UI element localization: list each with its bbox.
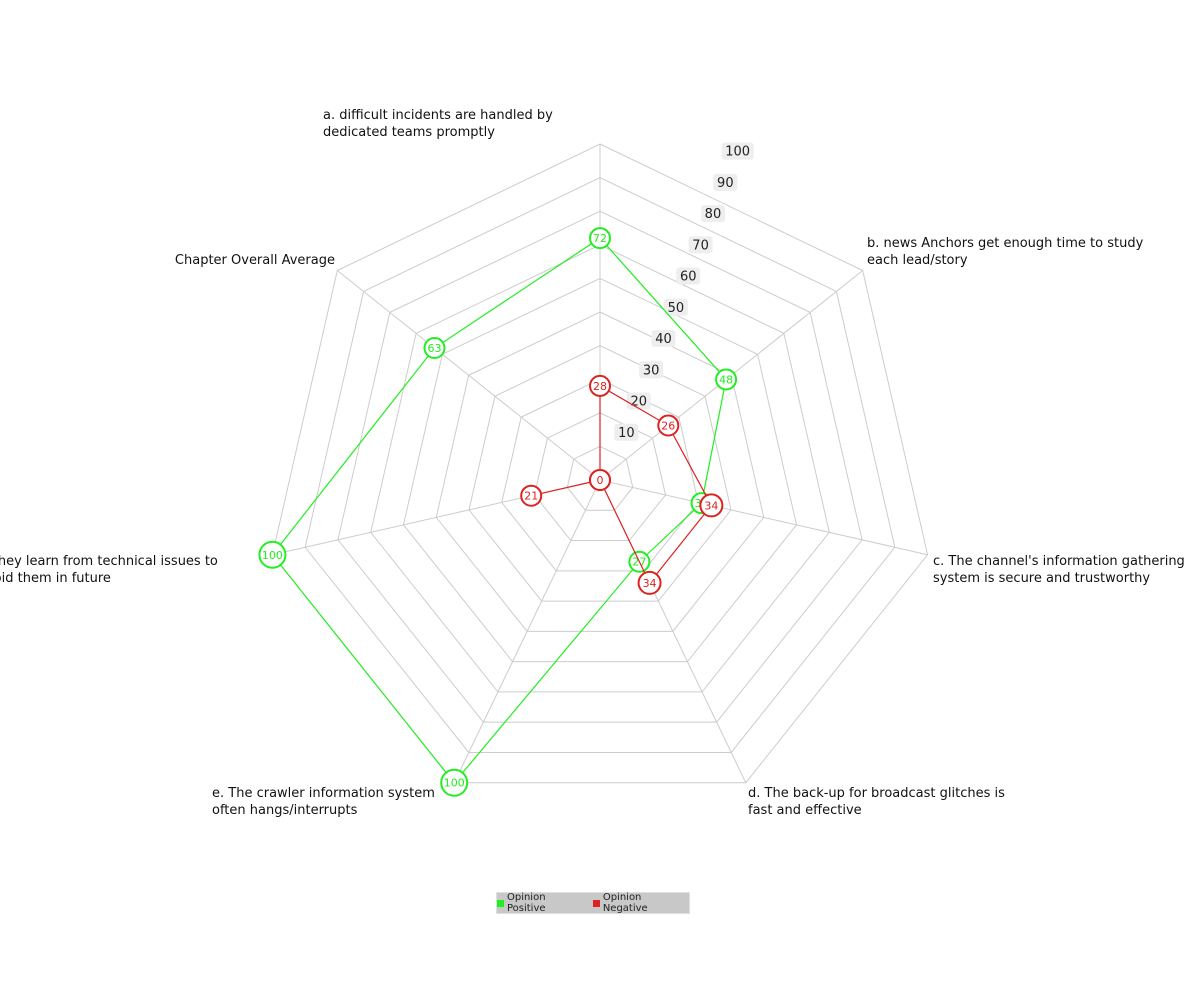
legend-swatch-positive xyxy=(497,899,504,907)
point-1-1 xyxy=(657,414,680,437)
data-label-1-0: 28 xyxy=(593,380,607,393)
grid-ring-30 xyxy=(501,378,699,572)
data-label-0-0: 72 xyxy=(593,232,607,245)
axis-label-1: b. news Anchors get enough time to study… xyxy=(867,236,1144,268)
point-1-0 xyxy=(589,374,611,397)
tick-label-30: 30 xyxy=(643,363,660,378)
spoke-2 xyxy=(599,479,928,556)
legend-swatch-negative xyxy=(592,899,600,907)
tick-label-50: 50 xyxy=(668,301,685,316)
tick-labels: 10 20 30 40 50 60 70 80 90 100 xyxy=(614,142,754,441)
data-label-1-5: 21 xyxy=(524,490,538,503)
legend-label-positive: Opinion Positive xyxy=(506,892,546,914)
tick-bg-70 xyxy=(688,236,713,254)
legend: Opinion Positive Opinion Negative xyxy=(496,892,690,914)
data-label-1-1: 26 xyxy=(661,420,675,433)
series-1: 282634340210 xyxy=(520,374,724,595)
grid-ring-70 xyxy=(370,244,830,693)
point-1-3 xyxy=(637,570,662,595)
tick-label-70: 70 xyxy=(692,238,709,253)
data-label-0-4: 100 xyxy=(444,777,465,790)
series-line-0 xyxy=(271,237,727,784)
legend-item-positive[interactable]: Opinion Positive xyxy=(497,892,587,914)
tick-bg-10 xyxy=(614,423,639,441)
tick-label-60: 60 xyxy=(680,270,697,285)
data-label-0-5: 100 xyxy=(262,549,283,562)
axis-label-3: d. The back-up for broadcast glitches is… xyxy=(748,786,1005,818)
data-label-1-3: 34 xyxy=(643,577,657,590)
point-0-1 xyxy=(715,368,738,391)
tick-label-40: 40 xyxy=(655,332,672,347)
data-label-0-6: 63 xyxy=(428,342,442,355)
tick-label-100: 100 xyxy=(725,145,750,160)
tick-bg-80 xyxy=(700,205,725,223)
legend-item-negative[interactable]: Opinion Negative xyxy=(592,892,689,914)
axis-label-2: c. The channel's information gathering sy… xyxy=(933,554,1185,586)
tick-label-80: 80 xyxy=(705,207,722,222)
point-1-5 xyxy=(520,484,543,507)
grid-ring-20 xyxy=(533,412,667,542)
grid-ring-50 xyxy=(435,311,765,632)
tick-bg-40 xyxy=(651,330,676,348)
axis-label-5: f. They learn from technical issues toav… xyxy=(0,554,218,586)
grid-ring-90 xyxy=(304,177,896,753)
axis-label-0: a. difficult incidents are handled by ded… xyxy=(323,108,553,140)
grid-ring-100 xyxy=(271,143,929,784)
tick-bg-90 xyxy=(713,173,738,191)
spoke-6 xyxy=(336,270,601,481)
grid-ring-60 xyxy=(402,277,798,663)
tick-bg-30 xyxy=(639,361,664,379)
legend-label-negative: Opinion Negative xyxy=(602,892,648,914)
axis-labels: a. difficult incidents are handled by ded… xyxy=(0,108,1185,818)
tick-label-90: 90 xyxy=(717,176,734,191)
point-1-6 xyxy=(589,469,611,491)
data-label-0-1: 48 xyxy=(719,373,733,386)
grid-ring-40 xyxy=(468,345,732,602)
tick-bg-50 xyxy=(663,298,688,316)
spoke-4 xyxy=(453,479,601,783)
point-0-4 xyxy=(440,768,469,797)
point-0-5 xyxy=(258,540,287,569)
data-label-1-6: 0 xyxy=(597,474,604,487)
point-0-6 xyxy=(423,337,446,360)
series-line-1 xyxy=(531,384,713,585)
grid-ring-10 xyxy=(566,445,634,511)
tick-label-20: 20 xyxy=(630,395,647,410)
axis-label-4: e. The crawler information system often h… xyxy=(212,786,435,818)
data-label-1-2: 34 xyxy=(704,499,718,512)
point-0-0 xyxy=(589,227,611,250)
point-1-2 xyxy=(699,493,724,518)
tick-label-10: 10 xyxy=(618,426,635,441)
tick-bg-100 xyxy=(721,142,754,160)
axis-label-6: Chapter Overall Average xyxy=(175,253,335,268)
tick-bg-60 xyxy=(676,267,701,285)
grid-ring-80 xyxy=(337,210,863,723)
